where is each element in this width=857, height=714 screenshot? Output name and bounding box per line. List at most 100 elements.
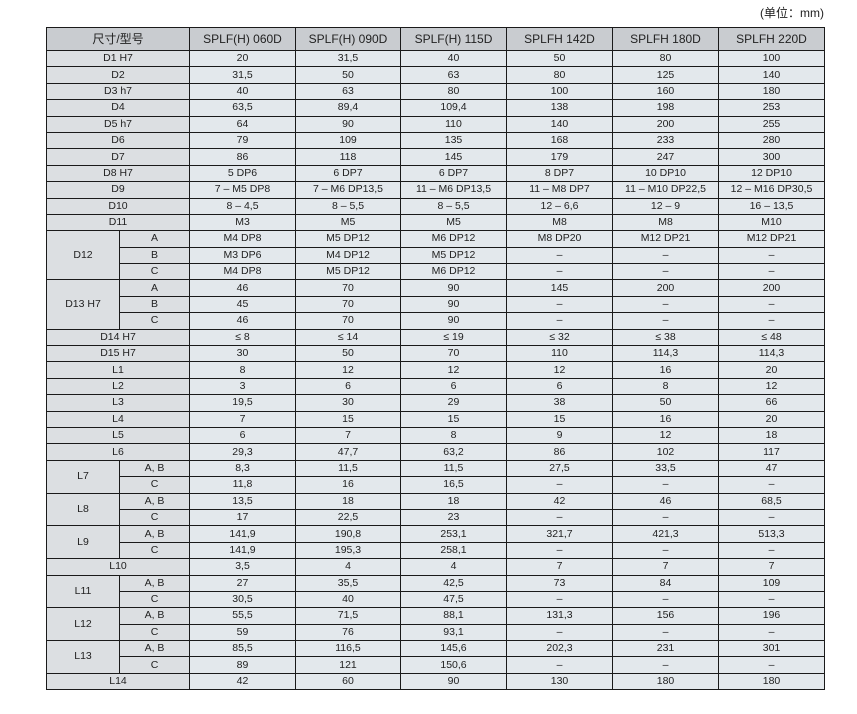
table-row: C 30,5 40 47,5– – – [47, 590, 825, 609]
cell-value: 6 [506, 377, 613, 396]
cell-value: 6 [295, 377, 401, 396]
sub-label: A, B [119, 525, 190, 543]
sub-label: A, B [119, 459, 190, 478]
cell-value: 70 [295, 312, 401, 330]
cell-value: 8 DP7 [506, 164, 613, 183]
cell-value: 13,5 [189, 492, 296, 510]
cell-value: 8,3 [189, 459, 296, 478]
cell-value: – [506, 295, 613, 314]
cell-value: 76 [295, 623, 401, 642]
cell-value: – [612, 623, 719, 642]
cell-value: – [612, 656, 719, 674]
table-row: L12 A, B 55,5 71,5 88,1 131,3 156 196 [46, 607, 825, 642]
sub-label: C [119, 590, 190, 609]
sub-label: C [119, 508, 190, 527]
cell-value: M4 DP8 [189, 263, 296, 281]
cell-value: M3 [189, 213, 296, 232]
table-row: D13 H7 A 46 70 90 145 200 200 [46, 279, 825, 330]
cell-value: 118 [295, 148, 401, 166]
cell-value: 12 [295, 361, 401, 379]
cell-value: 27 [189, 574, 296, 592]
row-label: D7 [46, 148, 190, 166]
table-row: D15 H7 30 50 70 110 114,3 114,3 [46, 345, 825, 363]
cell-value: 40 [295, 590, 401, 609]
cell-value: 121 [295, 656, 401, 674]
cell-value: 321,7 [506, 525, 613, 543]
model-header: SPLF(H) 115D [400, 27, 507, 51]
cell-value: 16 [295, 476, 401, 494]
cell-value: 63,5 [189, 99, 296, 117]
cell-value: 89,4 [295, 99, 401, 117]
table-row: D2 31,5 50 63 80 125 140 [46, 66, 825, 84]
cell-value: 145 [400, 148, 507, 166]
corner-header: 尺寸/型号 [46, 27, 190, 51]
cell-value: 80 [612, 49, 719, 68]
table-row: D4 63,5 89,4 109,4 138 198 253 [46, 99, 825, 117]
cell-value: 8 [189, 361, 296, 379]
cell-value: 70 [295, 279, 401, 297]
cell-value: – [718, 508, 825, 527]
unit-note: (单位：mm) [760, 6, 824, 20]
cell-value: 8 – 5,5 [295, 197, 401, 215]
cell-value: – [718, 623, 825, 642]
table-row: D14 H7 ≤ 8 ≤ 14 ≤ 19 ≤ 32 ≤ 38 ≤ 48 [46, 328, 825, 347]
cell-value: 114,3 [612, 345, 719, 363]
cell-value: 3 [189, 377, 296, 396]
cell-value: 33,5 [612, 459, 719, 478]
cell-value: 168 [506, 131, 613, 150]
cell-value: M8 [506, 213, 613, 232]
row-label: D6 [46, 131, 190, 150]
table-row: L5 6 7 8 9 12 18 [46, 426, 825, 445]
row-label: L5 [46, 426, 190, 445]
cell-value: 15 [295, 410, 401, 428]
cell-value: 12 [506, 361, 613, 379]
cell-value: M5 [295, 213, 401, 232]
cell-value: 11,5 [295, 459, 401, 478]
cell-value: 46 [189, 312, 296, 330]
cell-value: 60 [295, 672, 401, 691]
cell-value: 90 [400, 312, 507, 330]
cell-value: 79 [189, 131, 296, 150]
row-label: L9 [46, 525, 120, 560]
table-row: D10 8 – 4,5 8 – 5,5 8 – 5,5 12 – 6,6 12 – 9 16… [46, 197, 825, 215]
cell-value: 301 [718, 640, 825, 658]
row-label: D11 [46, 213, 190, 232]
cell-value: 200 [718, 279, 825, 297]
cell-value: 90 [400, 295, 507, 314]
cell-value: 20 [718, 410, 825, 428]
cell-value: – [506, 476, 613, 494]
row-label: L14 [46, 672, 190, 691]
table-row: C 46 70 90– – – [47, 312, 825, 330]
table-row: C 11,8 16 16,5– – – [47, 476, 825, 494]
cell-value: 29,3 [189, 443, 296, 461]
cell-value: – [506, 312, 613, 330]
cell-value: 70 [400, 345, 507, 363]
row-label: L4 [46, 410, 190, 428]
row-label: D2 [46, 66, 190, 84]
cell-value: 46 [189, 279, 296, 297]
cell-value: – [718, 476, 825, 494]
cell-value: 50 [612, 394, 719, 412]
cell-value: 68,5 [718, 492, 825, 510]
table-row: C 89 121 150,6– – – [47, 656, 825, 674]
cell-value: 233 [612, 131, 719, 150]
header-row: 尺寸/型号 SPLF(H) 060D SPLF(H) 090D SPLF(H) … [46, 27, 825, 51]
cell-value: 47,5 [400, 590, 507, 609]
cell-value: 7 [718, 558, 825, 576]
table-row: C M4 DP8 M5 DP12 M6 DP12– – – [47, 263, 825, 281]
sub-label: A, B [119, 607, 190, 625]
cell-value: 17 [189, 508, 296, 527]
cell-value: 27,5 [506, 459, 613, 478]
row-label: L3 [46, 394, 190, 412]
sub-label: C [119, 312, 190, 330]
cell-value: 70 [295, 295, 401, 314]
cell-value: 135 [400, 131, 507, 150]
cell-value: 35,5 [295, 574, 401, 592]
cell-value: 114,3 [718, 345, 825, 363]
cell-value: 23 [400, 508, 507, 527]
table-row: L8 A, B 13,5 18 18 42 46 68,5 [46, 492, 825, 527]
cell-value: – [718, 590, 825, 609]
cell-value: 89 [189, 656, 296, 674]
cell-value: 156 [612, 607, 719, 625]
cell-value: 7 [612, 558, 719, 576]
